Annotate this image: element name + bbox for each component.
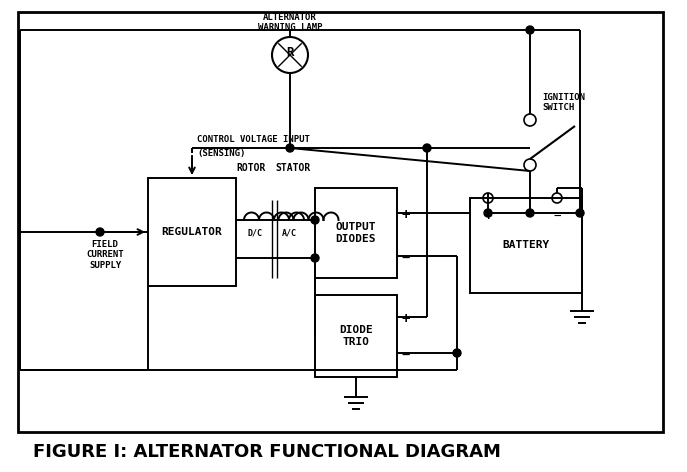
Text: REGULATOR: REGULATOR (161, 227, 223, 237)
Text: +: + (401, 208, 409, 222)
Text: R: R (286, 47, 294, 59)
Bar (148, 178, 236, 286)
Circle shape (311, 216, 319, 224)
Bar (18, 12, 663, 432)
Text: FIGURE I: ALTERNATOR FUNCTIONAL DIAGRAM: FIGURE I: ALTERNATOR FUNCTIONAL DIAGRAM (33, 443, 501, 461)
Text: +: + (484, 210, 492, 223)
Circle shape (526, 209, 534, 217)
Text: OUTPUT
DIODES: OUTPUT DIODES (336, 222, 376, 244)
Bar (315, 188, 397, 278)
Text: IGNITION
SWITCH: IGNITION SWITCH (542, 93, 585, 112)
Text: DIODE
TRIO: DIODE TRIO (339, 325, 373, 347)
Circle shape (484, 209, 492, 217)
Circle shape (423, 144, 431, 152)
Text: CONTROL VOLTAGE INPUT: CONTROL VOLTAGE INPUT (197, 135, 310, 144)
Circle shape (286, 144, 294, 152)
Text: ROTOR: ROTOR (236, 163, 265, 173)
Circle shape (453, 349, 461, 357)
Text: −: − (401, 251, 409, 265)
Circle shape (311, 254, 319, 262)
Text: BATTERY: BATTERY (502, 241, 550, 251)
Bar (470, 198, 582, 293)
Text: −: − (401, 348, 409, 362)
Text: (SENSING): (SENSING) (197, 149, 245, 158)
Bar (315, 295, 397, 377)
Text: D/C: D/C (248, 228, 263, 237)
Circle shape (576, 209, 584, 217)
Text: A/C: A/C (282, 228, 297, 237)
Text: ALTERNATOR
WARNING LAMP: ALTERNATOR WARNING LAMP (258, 13, 322, 32)
Circle shape (96, 228, 104, 236)
Text: −: − (553, 210, 561, 223)
Text: FIELD
CURRENT
SUPPLY: FIELD CURRENT SUPPLY (86, 240, 124, 270)
Text: STATOR: STATOR (276, 163, 311, 173)
Circle shape (526, 26, 534, 34)
Text: +: + (401, 312, 409, 326)
